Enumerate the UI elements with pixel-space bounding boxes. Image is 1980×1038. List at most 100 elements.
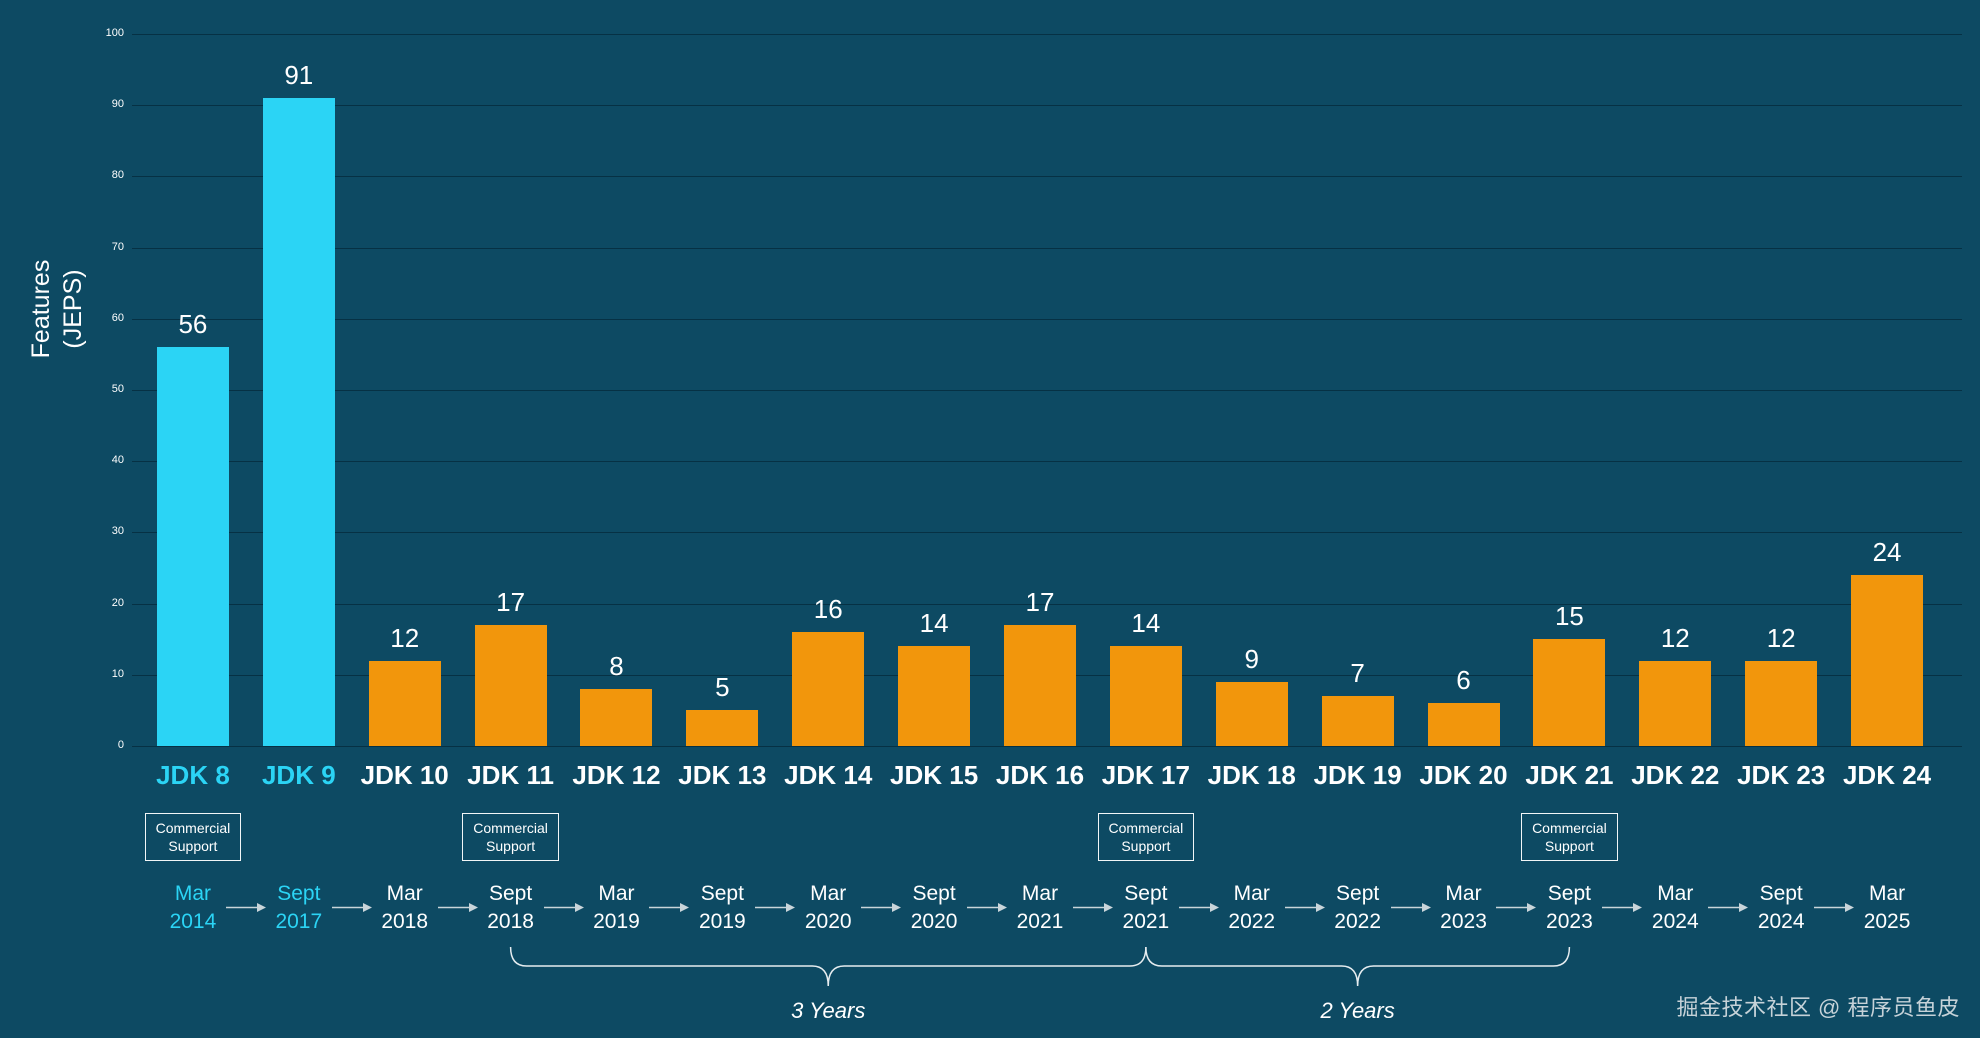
right-arrow-icon — [331, 901, 373, 914]
release-date: Sept 2023 — [1546, 880, 1593, 937]
y-tick-label: 100 — [105, 27, 124, 39]
release-date: Sept 2022 — [1334, 880, 1381, 937]
release-date: Sept 2024 — [1758, 880, 1805, 937]
bar-jdk-17 — [1109, 646, 1182, 746]
release-date: Mar 2021 — [1017, 880, 1064, 937]
y-axis-ticks: 0 10 20 30 40 50 60 70 80 90 100 — [84, 27, 124, 751]
right-arrow-icon — [1495, 901, 1537, 914]
release-year: 2018 — [381, 910, 429, 934]
bar-jdk-13 — [686, 710, 759, 746]
commercial-support-line1: Commercial — [1108, 820, 1184, 836]
bar-column: 12 — [1728, 34, 1834, 746]
bar-jdk-14 — [792, 632, 865, 746]
release-year: 2024 — [1651, 910, 1699, 934]
release-year: 2017 — [275, 910, 323, 934]
bar-column: 17 — [987, 34, 1093, 746]
duration-label: 2 Years — [1320, 998, 1395, 1023]
release-month: Mar — [1233, 882, 1270, 905]
release-year: 2022 — [1228, 910, 1276, 934]
bar-value-label: 15 — [1554, 601, 1584, 632]
release-month: Mar — [1657, 882, 1694, 905]
category-label-jdk-9: JDK 9 — [261, 760, 336, 790]
release-date: Sept 2018 — [487, 880, 534, 937]
release-year: 2025 — [1863, 910, 1911, 934]
bar-value-label: 5 — [715, 672, 730, 703]
bar-jdk-22 — [1639, 660, 1712, 746]
release-month: Mar — [174, 882, 212, 905]
commercial-support-line2: Support — [1121, 838, 1171, 855]
category-label-jdk-17: JDK 17 — [1101, 760, 1190, 790]
release-date: Sept 2020 — [911, 880, 958, 937]
bar-column: 56 — [140, 34, 246, 746]
right-arrow-icon — [1601, 901, 1643, 914]
gridline — [132, 390, 1962, 391]
release-year: 2024 — [1757, 910, 1805, 934]
bar-jdk-24 — [1851, 575, 1924, 746]
y-tick-label: 70 — [111, 240, 124, 253]
bar-column: 24 — [1834, 34, 1940, 746]
release-date: Mar 2022 — [1228, 880, 1275, 937]
bar-column: 17 — [458, 34, 564, 746]
right-arrow-icon — [437, 901, 479, 914]
release-month: Sept — [1336, 882, 1380, 905]
commercial-support-line2: Support — [1544, 838, 1594, 855]
bar-jdk-15 — [898, 646, 971, 746]
bar-column: 7 — [1305, 34, 1411, 746]
release-date: Mar 2024 — [1652, 880, 1699, 937]
release-year: 2022 — [1334, 910, 1381, 934]
bar-column: 12 — [352, 34, 458, 746]
category-label-jdk-21: JDK 21 — [1525, 760, 1614, 790]
support-cell: Commercial Support — [1097, 813, 1195, 862]
y-tick-label: 0 — [117, 739, 124, 751]
bar-column: 6 — [1411, 34, 1517, 746]
gridline — [132, 105, 1962, 107]
bar-column: 12 — [1622, 34, 1728, 746]
support-cell: Commercial Support — [144, 813, 242, 862]
category-label-jdk-18: JDK 18 — [1207, 760, 1296, 790]
category-label-jdk-20: JDK 20 — [1419, 760, 1508, 790]
y-tick-label: 60 — [111, 311, 124, 324]
right-arrow-icon — [225, 901, 267, 914]
release-dates-row: Mar 2014 Sept 2017 Mar 2018 Sept 2018 Mar 2019 Sep… — [140, 880, 1940, 937]
commercial-support-line2: Support — [168, 838, 218, 855]
bar-column: 91 — [246, 34, 352, 746]
duration-brace — [1145, 946, 1571, 987]
category-label-jdk-23: JDK 23 — [1737, 760, 1826, 790]
release-month: Mar — [1021, 882, 1059, 905]
bar-value-label: 7 — [1350, 658, 1365, 689]
bar-value-label: 8 — [609, 651, 624, 682]
release-month: Mar — [386, 882, 423, 905]
y-axis-title: Features (JEPS) — [25, 209, 91, 409]
bar-jdk-16 — [1003, 624, 1076, 746]
commercial-support-line1: Commercial — [1532, 820, 1607, 836]
commercial-support-badge: Commercial Support — [1521, 813, 1618, 862]
support-cell: Commercial Support — [462, 813, 559, 862]
release-year: 2023 — [1440, 910, 1487, 934]
release-date: Mar 2025 — [1864, 880, 1911, 937]
gridline — [132, 532, 1962, 534]
gridline — [132, 461, 1962, 463]
bar-value-label: 24 — [1872, 537, 1902, 568]
release-year: 2018 — [487, 910, 534, 934]
right-arrow-icon — [1178, 901, 1220, 914]
right-arrow-icon — [860, 901, 902, 914]
y-tick-label: 20 — [111, 596, 124, 609]
category-label-jdk-13: JDK 13 — [678, 760, 767, 790]
category-label-jdk-19: JDK 19 — [1313, 760, 1402, 790]
bar-value-label: 17 — [1025, 586, 1055, 617]
bar-value-label: 14 — [919, 608, 949, 639]
bar-column: 5 — [669, 34, 775, 746]
commercial-support-badge: Commercial Support — [144, 813, 242, 862]
release-year: 2020 — [804, 910, 852, 934]
release-year: 2020 — [910, 910, 958, 934]
commercial-support-line1: Commercial — [473, 820, 548, 836]
bar-value-label: 6 — [1456, 665, 1471, 696]
category-labels-row: JDK 8 JDK 9 JDK 10 JDK 11 JDK 12 JDK 13 JDK 14… — [140, 760, 1940, 794]
bar-value-label: 91 — [284, 60, 314, 91]
commercial-support-badge: Commercial Support — [462, 813, 559, 862]
y-tick-label: 40 — [111, 454, 124, 467]
y-tick-label: 80 — [111, 169, 124, 182]
category-label-jdk-15: JDK 15 — [890, 760, 979, 790]
commercial-support-line1: Commercial — [155, 820, 231, 836]
duration-label: 3 Years — [791, 998, 866, 1023]
